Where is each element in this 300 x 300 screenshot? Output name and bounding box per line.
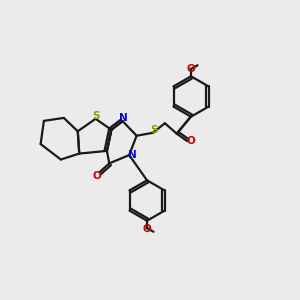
Text: O: O (187, 136, 195, 146)
Text: S: S (150, 125, 157, 135)
Text: N: N (119, 112, 128, 123)
Text: O: O (187, 64, 195, 74)
Text: S: S (92, 111, 99, 122)
Text: N: N (128, 150, 137, 160)
Text: O: O (143, 224, 152, 234)
Text: O: O (92, 171, 101, 181)
